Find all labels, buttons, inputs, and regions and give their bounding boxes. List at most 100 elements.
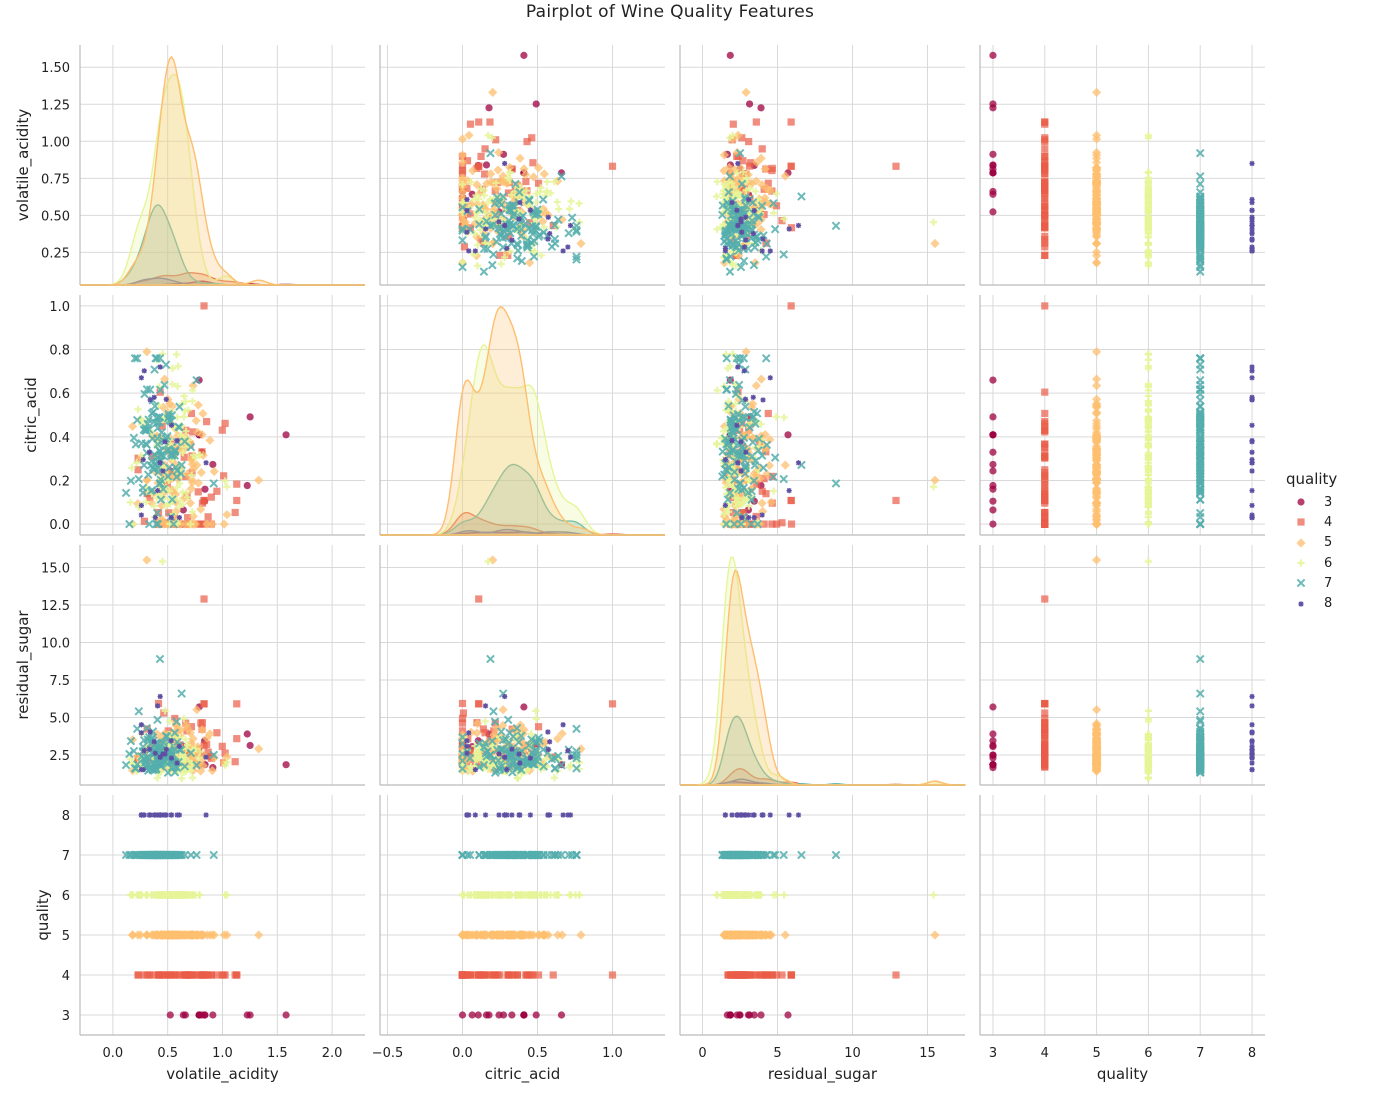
scatter-point-q5 (1091, 763, 1102, 773)
scatter-point-q8 (1249, 196, 1255, 203)
scatter-point-q7 (754, 212, 763, 221)
scatter-point-q6 (720, 510, 728, 518)
scatter-point-q5 (207, 519, 217, 529)
scatter-point-q7 (153, 519, 163, 529)
scatter-point-q7 (751, 419, 760, 429)
scatter-point-q6 (720, 180, 728, 188)
scatter-point-q3 (532, 1011, 540, 1019)
scatter-point-q7 (749, 260, 759, 270)
scatter-point-q3 (243, 730, 251, 738)
scatter-point-q6 (1144, 557, 1153, 566)
scatter-point-q7 (1195, 519, 1205, 529)
scatter-point-q6 (501, 891, 509, 899)
scatter-point-q5 (529, 172, 539, 182)
scatter-point-q7 (528, 850, 538, 860)
scatter-point-q3 (989, 431, 997, 439)
scatter-point-q3 (282, 431, 290, 439)
scatter-point-q5 (1091, 394, 1102, 404)
scatter-point-q7 (494, 223, 503, 233)
scatter-point-q7 (480, 738, 490, 748)
scatter-point-q8 (146, 746, 152, 752)
scatter-point-q7 (831, 221, 841, 231)
scatter-point-q8 (527, 755, 534, 761)
scatter-point-q6 (484, 557, 492, 566)
scatter-point-q7 (490, 768, 500, 777)
scatter-point-q6 (174, 382, 182, 390)
scatter-point-q6 (196, 748, 204, 756)
scatter-point-q4 (481, 971, 489, 979)
scatter-point-q8 (565, 244, 571, 250)
scatter-point-q6 (713, 386, 721, 394)
scatter-point-q8 (1249, 457, 1255, 463)
scatter-point-q8 (739, 229, 745, 235)
scatter-point-q8 (722, 457, 728, 463)
scatter-point-q7 (747, 220, 756, 229)
scatter-point-q4 (475, 595, 483, 603)
scatter-point-q4 (738, 134, 746, 142)
scatter-point-q4 (1041, 232, 1049, 240)
scatter-point-q4 (189, 428, 197, 436)
scatter-point-q7 (1195, 148, 1205, 158)
scatter-point-q5 (723, 443, 734, 454)
scatter-point-q4 (492, 136, 500, 144)
scatter-point-q8 (168, 755, 175, 761)
scatter-point-q8 (466, 248, 472, 254)
scatter-point-q5 (142, 475, 152, 485)
scatter-point-q5 (457, 134, 468, 144)
scatter-point-q7 (1195, 717, 1205, 726)
scatter-point-q5 (543, 930, 553, 940)
scatter-point-q4 (534, 971, 543, 979)
scatter-point-q4 (787, 224, 796, 232)
scatter-point-q6 (929, 218, 938, 226)
scatter-point-q3 (989, 497, 997, 505)
scatter-point-q6 (162, 502, 170, 510)
scatter-point-q6 (176, 479, 184, 488)
scatter-point-q5 (207, 930, 217, 940)
scatter-point-q7 (172, 472, 181, 482)
scatter-point-q4 (764, 409, 772, 418)
scatter-point-q7 (752, 409, 762, 418)
scatter-point-q6 (476, 226, 484, 234)
scatter-point-q7 (152, 764, 161, 773)
scatter-point-q5 (193, 478, 204, 488)
scatter-point-q8 (516, 751, 522, 757)
scatter-point-q4 (187, 971, 196, 979)
scatter-point-q8 (1249, 760, 1255, 766)
scatter-point-q6 (183, 741, 192, 749)
scatter-point-q5 (488, 555, 498, 565)
scatter-point-q8 (545, 214, 551, 220)
scatter-point-q8 (759, 248, 765, 254)
scatter-point-q7 (747, 486, 757, 496)
scatter-point-q3 (209, 1011, 217, 1019)
scatter-point-q7 (167, 495, 177, 504)
scatter-point-q5 (509, 930, 520, 940)
scatter-point-q5 (576, 238, 586, 249)
scatter-point-q7 (146, 486, 156, 496)
panel-volatile_acidity-vs-quality (979, 45, 1265, 286)
scatter-point-q4 (1041, 758, 1049, 766)
scatter-point-q8 (738, 468, 744, 474)
scatter-point-q8 (138, 812, 144, 818)
scatter-point-q6 (492, 891, 500, 899)
scatter-point-q7 (458, 756, 467, 766)
scatter-point-q4 (787, 162, 795, 170)
scatter-point-q8 (1249, 375, 1255, 381)
scatter-point-q4 (758, 487, 766, 495)
scatter-point-q7 (1195, 260, 1205, 270)
scatter-point-q8 (155, 703, 161, 709)
scatter-point-q5 (164, 399, 175, 409)
scatter-point-q6 (730, 184, 738, 192)
scatter-point-q7 (741, 402, 750, 412)
scatter-point-q8 (567, 812, 574, 818)
scatter-point-q5 (187, 477, 197, 488)
scatter-point-q8 (141, 368, 147, 374)
scatter-point-q6 (465, 767, 474, 775)
scatter-point-q7 (757, 451, 767, 460)
panel-residual_sugar-vs-volatile_acidity (79, 545, 365, 786)
scatter-point-q5 (494, 147, 504, 158)
scatter-point-q6 (1144, 451, 1153, 459)
scatter-point-q8 (517, 760, 523, 766)
scatter-point-q4 (608, 162, 617, 170)
scatter-point-q6 (1144, 241, 1153, 249)
scatter-point-q6 (159, 557, 167, 566)
